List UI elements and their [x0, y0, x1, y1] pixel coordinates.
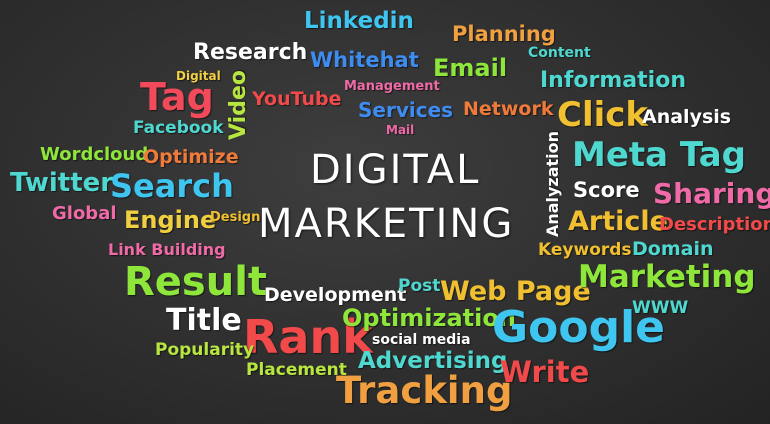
- word-whitehat: Whitehat: [310, 48, 419, 72]
- word-link-building: Link Building: [108, 240, 226, 259]
- word-network: Network: [463, 98, 554, 120]
- word-optimization: Optimization: [342, 304, 516, 332]
- word-analysis: Analysis: [642, 106, 732, 128]
- word-domain: Domain: [632, 238, 714, 260]
- word-youtube: YouTube: [252, 88, 342, 110]
- word-result: Result: [124, 259, 268, 305]
- word-services: Services: [358, 98, 454, 122]
- word-advertising: Advertising: [358, 348, 508, 374]
- word-information: Information: [540, 68, 686, 93]
- page-title-line-2: MARKETING: [258, 201, 515, 247]
- word-linkedin: Linkedin: [304, 8, 414, 34]
- word-meta-tag: Meta Tag: [572, 135, 747, 175]
- word-title: Title: [166, 303, 242, 338]
- word-content: Content: [528, 45, 591, 61]
- word-wordcloud: Wordcloud: [40, 144, 149, 165]
- word-social-media: social media: [372, 332, 471, 348]
- word-management: Management: [344, 79, 440, 94]
- word-twitter: Twitter: [10, 168, 114, 198]
- word-email: Email: [433, 54, 508, 82]
- word-engine: Engine: [124, 206, 217, 234]
- word-popularity: Popularity: [155, 340, 255, 360]
- word-marketing-small: Marketing: [578, 259, 756, 295]
- word-post: Post: [398, 276, 441, 296]
- word-description: Description: [659, 214, 770, 235]
- word-planning: Planning: [452, 22, 556, 46]
- word-placement: Placement: [246, 360, 347, 380]
- word-article: Article: [568, 206, 668, 237]
- word-optimize: Optimize: [143, 146, 239, 168]
- word-digital-small: Digital: [176, 69, 221, 83]
- word-www: WWW: [632, 298, 689, 318]
- word-analyzation: Analyzation: [543, 130, 563, 238]
- word-mail: Mail: [386, 123, 415, 137]
- word-design: Design: [210, 210, 261, 225]
- word-sharing: Sharing: [653, 177, 770, 210]
- word-keywords: Keywords: [538, 240, 632, 260]
- word-search: Search: [110, 167, 234, 205]
- word-development: Development: [264, 284, 407, 306]
- word-google: Google: [492, 302, 665, 353]
- word-facebook: Facebook: [133, 118, 224, 138]
- word-video: Video: [225, 70, 251, 140]
- word-tracking: Tracking: [336, 369, 513, 412]
- word-tag: Tag: [140, 75, 214, 119]
- word-click: Click: [557, 95, 649, 135]
- word-write: Write: [500, 355, 590, 389]
- page-title-line-1: DIGITAL: [310, 147, 481, 193]
- word-global: Global: [52, 203, 117, 224]
- word-research: Research: [193, 40, 308, 65]
- word-score: Score: [573, 178, 640, 202]
- word-rank: Rank: [243, 310, 373, 364]
- word-web-page: Web Page: [440, 276, 591, 307]
